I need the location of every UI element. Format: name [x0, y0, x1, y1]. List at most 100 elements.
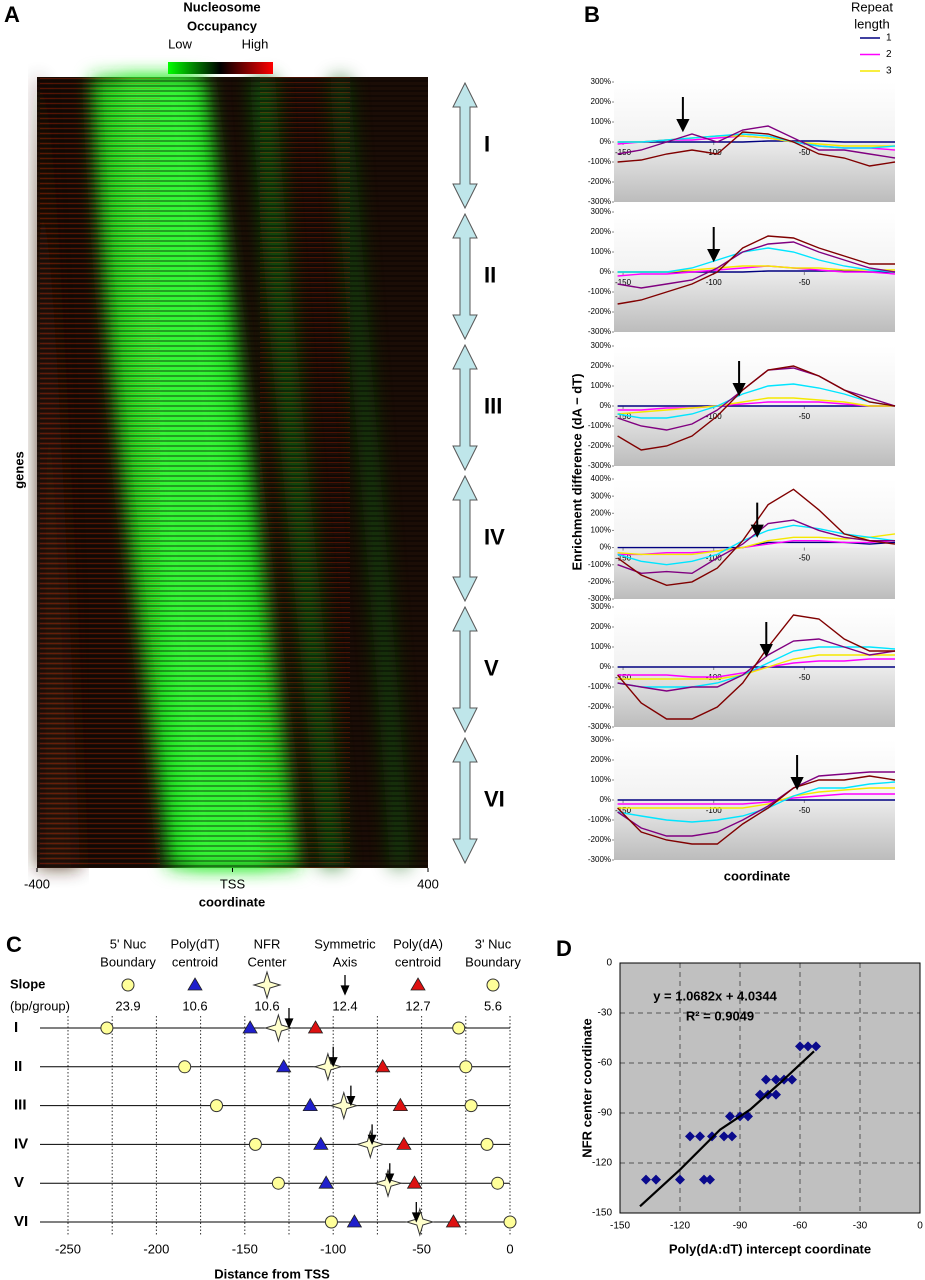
point: [771, 1074, 781, 1085]
y-tick-label: 200%: [591, 622, 611, 631]
marker-circle: [503, 1215, 517, 1229]
point: [641, 1174, 651, 1185]
series-name: NFR: [254, 936, 281, 951]
y-axis-title: genes: [11, 451, 26, 489]
slope-value: 12.7: [405, 998, 430, 1013]
plot-background: [614, 142, 895, 202]
legend-label: 3: [886, 66, 892, 77]
point: [795, 1041, 805, 1052]
group-label: III: [484, 393, 502, 418]
y-tick-label: 200%: [591, 361, 611, 370]
marker-circle: [464, 1099, 478, 1113]
annotation: y = 1.0682x + 4.0344: [653, 988, 777, 1003]
marker-circle: [100, 1021, 114, 1035]
point: [803, 1041, 813, 1052]
x-tick-label: -150: [615, 554, 632, 563]
series-line: [617, 383, 896, 419]
point: [705, 1174, 715, 1185]
marker-triangle: [410, 977, 426, 991]
x-tick-label: -150: [615, 278, 632, 287]
group-arrow: [452, 81, 478, 210]
x-tick-label: -150: [610, 1221, 630, 1232]
marker-triangle: [396, 1136, 412, 1150]
y-tick-label: 300%: [591, 491, 611, 500]
series-line: [617, 140, 895, 143]
arrow: [759, 622, 773, 658]
plot-background: [614, 82, 895, 142]
y-tick-label: -90: [598, 1108, 613, 1119]
marker-circle: [324, 1215, 338, 1229]
plot-background: [614, 406, 895, 466]
x-axis-title: coordinate: [199, 894, 265, 909]
y-tick-label: 100%: [591, 642, 611, 651]
point: [787, 1074, 797, 1085]
y-tick-label: -60: [598, 1058, 613, 1069]
series-name: Symmetric: [314, 936, 376, 951]
x-tick-label: -50: [799, 148, 811, 157]
y-tick-label: 300%: [591, 602, 611, 611]
marker-circle: [459, 1060, 473, 1074]
y-axis-title: NFR center coordinate: [579, 1018, 594, 1157]
y-tick-label: 200%: [591, 508, 611, 517]
y-tick-label: -300%: [588, 327, 611, 336]
arrow: [750, 502, 764, 538]
group-arrow: [452, 343, 478, 472]
y-tick-label: 200%: [591, 755, 611, 764]
marker-triangle: [307, 1020, 324, 1034]
series-line: [617, 397, 895, 415]
row-label: V: [14, 1174, 24, 1191]
x-tick-label: -90: [733, 1221, 748, 1232]
slope-value: 10.6: [254, 998, 279, 1013]
series-line: [617, 771, 895, 837]
arrow: [707, 227, 721, 263]
group-label: VI: [484, 786, 505, 811]
series-line: [617, 787, 895, 809]
arrow: [732, 361, 746, 397]
series-line: [617, 131, 896, 167]
arrow: [790, 755, 804, 791]
point: [685, 1131, 695, 1142]
row-label: III: [14, 1097, 27, 1114]
panel-label: A: [4, 2, 20, 27]
annotation: R² = 0.9049: [686, 1008, 754, 1023]
slope-unit: (bp/group): [10, 998, 70, 1013]
marker-star: [252, 970, 282, 1000]
x-axis-title: Distance from TSS: [214, 1266, 330, 1280]
marker-triangle: [392, 1097, 409, 1111]
series-name: Boundary: [100, 954, 156, 969]
y-tick-label: 300%: [591, 207, 611, 216]
y-tick-label: 100%: [591, 117, 611, 126]
y-tick-label: 300%: [591, 341, 611, 350]
arrow: [676, 97, 690, 133]
slope-value: 10.6: [182, 998, 207, 1013]
y-tick-label: -200%: [588, 702, 611, 711]
marker-circle: [248, 1137, 262, 1151]
series-name: 3' Nuc: [475, 936, 512, 951]
point: [699, 1174, 709, 1185]
marker-circle: [486, 978, 500, 992]
series-name: 5' Nuc: [110, 936, 147, 951]
point: [727, 1131, 737, 1142]
panel-label: C: [6, 932, 22, 957]
x-tick-label: 0: [506, 1241, 513, 1256]
series-line: [617, 133, 896, 149]
marker-arrow: [284, 1008, 294, 1029]
marker-triangle: [346, 1214, 363, 1228]
x-tick-label: -100: [320, 1241, 346, 1256]
marker-triangle: [275, 1059, 292, 1073]
group-arrow: [452, 736, 478, 865]
plot-background: [614, 667, 895, 727]
row-label: II: [14, 1058, 22, 1075]
y-tick-label: -200%: [588, 835, 611, 844]
slope-value: 23.9: [115, 998, 140, 1013]
y-tick-label: 100%: [591, 247, 611, 256]
y-tick-label: 300%: [591, 735, 611, 744]
x-tick-label: -100: [706, 148, 723, 157]
series-line: [617, 247, 896, 273]
series-line: [617, 241, 896, 289]
marker-circle: [480, 1137, 494, 1151]
x-tick-label: -150: [232, 1241, 258, 1256]
marker-circle: [452, 1021, 466, 1035]
row-label: IV: [14, 1135, 28, 1152]
point: [761, 1074, 771, 1085]
